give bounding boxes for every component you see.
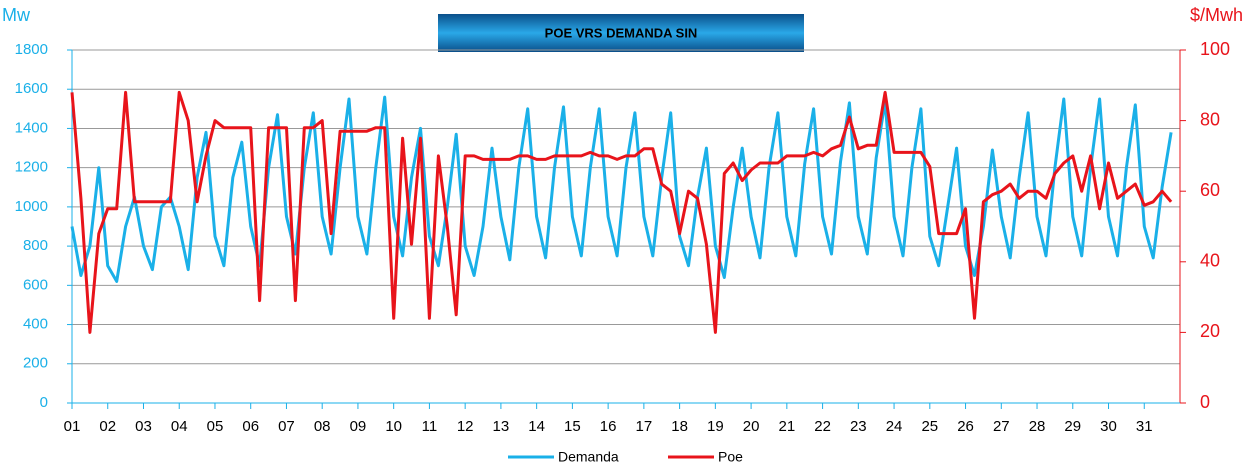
y2-tick-label: 0 [1200,392,1210,412]
x-tick-label: 19 [707,418,724,435]
x-tick-label: 17 [636,418,653,435]
y2-axis-label: $/Mwh [1190,5,1243,25]
x-tick-label: 26 [957,418,974,435]
y-tick-label: 1600 [15,80,48,97]
y-tick-label: 1200 [15,159,48,176]
y-tick-label: 0 [40,394,48,411]
x-tick-label: 13 [493,418,510,435]
y2-tick-label: 60 [1200,180,1220,200]
x-tick-label: 11 [422,418,438,435]
y-tick-label: 1000 [15,198,48,215]
y-tick-label: 400 [23,316,48,333]
x-tick-label: 28 [1029,418,1046,435]
x-tick-label: 23 [850,418,867,435]
x-tick-label: 22 [814,418,831,435]
y2-tick-label: 100 [1200,39,1230,59]
legend-label: Poe [718,449,743,465]
y-tick-label: 600 [23,276,48,293]
y2-tick-label: 20 [1200,321,1220,341]
x-tick-label: 02 [99,418,116,435]
x-tick-label: 15 [564,418,581,435]
x-tick-label: 25 [921,418,938,435]
x-tick-label: 12 [457,418,474,435]
x-tick-label: 21 [778,418,795,435]
series-line [70,90,1173,334]
x-tick-label: 30 [1100,418,1117,435]
x-tick-label: 29 [1064,418,1081,435]
x-tick-label: 18 [671,418,688,435]
x-tick-label: 20 [743,418,760,435]
y2-tick-label: 80 [1200,109,1220,129]
y2-tick-label: 40 [1200,251,1220,271]
x-tick-label: 01 [64,418,81,435]
x-tick-label: 03 [135,418,152,435]
y-tick-label: 800 [23,237,48,254]
y-tick-label: 1400 [15,119,48,136]
series-line [70,95,1173,283]
x-tick-label: 16 [600,418,617,435]
title-box [438,14,804,52]
chart-title: POE VRS DEMANDA SIN [545,25,698,40]
x-tick-label: 10 [385,418,402,435]
legend-label: Demanda [558,449,619,465]
x-tick-label: 04 [171,418,188,435]
x-tick-label: 24 [886,418,903,435]
x-tick-label: 08 [314,418,331,435]
x-tick-label: 14 [528,418,545,435]
y-tick-label: 1800 [15,41,48,58]
x-tick-label: 27 [993,418,1010,435]
x-tick-label: 05 [207,418,224,435]
y-tick-label: 200 [23,355,48,372]
x-tick-label: 09 [350,418,367,435]
x-tick-label: 07 [278,418,295,435]
x-tick-label: 06 [242,418,259,435]
x-tick-label: 31 [1136,418,1153,435]
y-axis-label: Mw [2,5,31,25]
